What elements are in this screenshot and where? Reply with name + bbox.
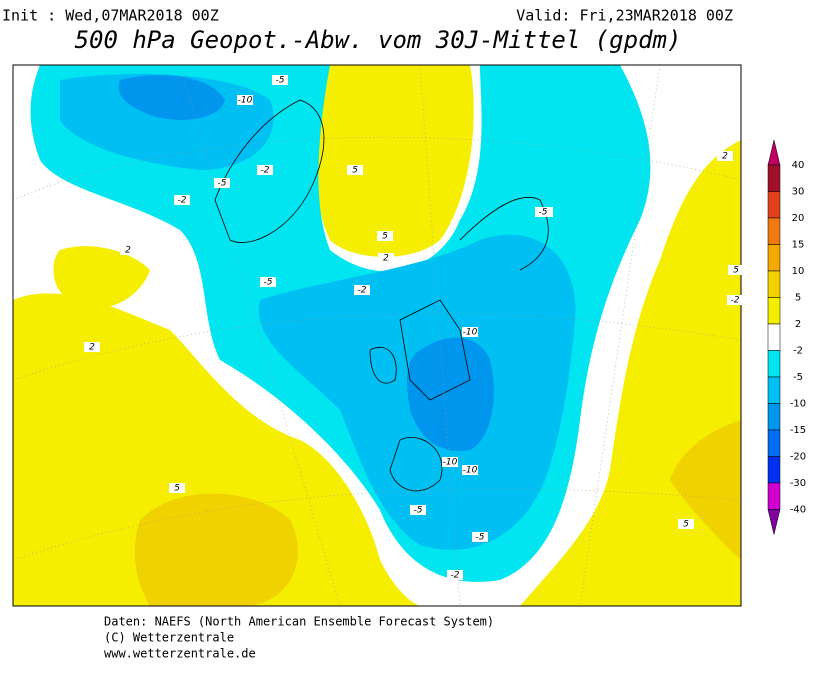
contour-label: -5: [264, 278, 273, 288]
contour-label-bg: [535, 207, 551, 217]
contour-label-bg: [462, 465, 478, 475]
contour-label: -10: [238, 96, 253, 106]
colorbar-label: -10: [790, 399, 806, 410]
colorbar-label: -40: [790, 505, 806, 516]
colorbar-segment: [767, 164, 781, 192]
contour-label-bg: [717, 151, 733, 161]
colorbar-label: -2: [793, 346, 803, 357]
contour-label: -5: [414, 506, 423, 516]
colorbar-segment: [767, 244, 781, 272]
contour-label: -2: [261, 166, 270, 176]
colorbar-segment: [767, 350, 781, 378]
contour-label-bg: [462, 327, 478, 337]
contour-label: -5: [539, 208, 548, 218]
contour-label-bg: [727, 295, 743, 305]
colorbar-segment: [767, 217, 781, 245]
contour-label-bg: [260, 277, 276, 287]
contour-label: 5: [733, 266, 739, 276]
colorbar-segment: [767, 323, 781, 351]
contour-label-bg: [410, 505, 426, 515]
contour-label-bg: [354, 285, 370, 295]
colorbar-label: -20: [790, 452, 806, 463]
colorbar-label: 15: [792, 240, 805, 251]
graticule: [12, 64, 742, 607]
colorbar-label: 20: [792, 213, 805, 224]
colorbar-segment: [767, 403, 781, 431]
colorbar-label: -30: [790, 478, 806, 489]
map-title: 500 hPa Geopot.-Abw. vom 30J-Mittel (gpd…: [75, 26, 682, 54]
contour-label: 5: [352, 166, 358, 176]
contour-label-bg: [174, 195, 190, 205]
contour-label-bg: [347, 165, 363, 175]
colorbar-tip: [767, 509, 781, 535]
colorbar-segment: [767, 191, 781, 219]
colorbar-segment: [767, 297, 781, 325]
contour-label: 2: [383, 254, 389, 264]
valid-time: Valid: Fri,23MAR2018 00Z: [516, 7, 733, 25]
contour-label: -5: [218, 179, 227, 189]
contour-label: -2: [451, 571, 460, 581]
colorbar-segment: [767, 482, 781, 510]
contour-label-bg: [447, 570, 463, 580]
contour-label: -2: [731, 296, 740, 306]
contour-label-bg: [728, 265, 744, 275]
contour-label-bg: [169, 483, 185, 493]
contour-label-bg: [442, 457, 458, 467]
colorbar-label: 5: [795, 293, 801, 304]
contour-label: -5: [476, 533, 485, 543]
contour-label-bg: [214, 178, 230, 188]
colorbar-segment: [767, 376, 781, 404]
colorbar-tip: [767, 139, 781, 166]
contour-label: -2: [358, 286, 367, 296]
contour-label-bg: [377, 231, 393, 241]
contour-label-bg: [678, 519, 694, 529]
contour-label: 2: [125, 246, 131, 256]
colorbar-label: 10: [792, 266, 805, 277]
colorbar-label: -15: [790, 425, 806, 436]
contour-label: 5: [382, 232, 388, 242]
contour-label: -5: [276, 76, 285, 86]
contour-label: 5: [683, 520, 689, 530]
map-frame: [12, 64, 742, 607]
contour-label-bg: [237, 95, 253, 105]
contour-label: 2: [89, 343, 95, 353]
contour-label-bg: [272, 75, 288, 85]
contour-label: -2: [178, 196, 187, 206]
colorbar-label: 40: [792, 160, 805, 171]
contour-label: -10: [463, 466, 478, 476]
contour-label-bg: [120, 245, 136, 255]
contour-label: 5: [174, 484, 180, 494]
footer-line: (C) Wetterzentrale: [104, 631, 234, 645]
colorbar-segment: [767, 429, 781, 457]
contour-label: -10: [463, 328, 478, 338]
contour-label-bg: [84, 342, 100, 352]
colorbar-segment: [767, 456, 781, 484]
colorbar-label: -5: [793, 372, 803, 383]
coastlines: [214, 99, 549, 492]
contour-label: 2: [722, 152, 728, 162]
colorbar-label: 2: [795, 319, 801, 330]
contour-label-bg: [378, 253, 394, 263]
contour-label: -10: [443, 458, 458, 468]
contour-label-bg: [472, 532, 488, 542]
map-field: [13, 65, 741, 606]
footer-line: www.wetterzentrale.de: [104, 647, 256, 661]
init-time: Init : Wed,07MAR2018 00Z: [2, 7, 219, 25]
colorbar-segment: [767, 270, 781, 298]
footer-line: Daten: NAEFS (North American Ensemble Fo…: [104, 615, 494, 629]
colorbar-label: 30: [792, 187, 805, 198]
contour-label-bg: [257, 165, 273, 175]
